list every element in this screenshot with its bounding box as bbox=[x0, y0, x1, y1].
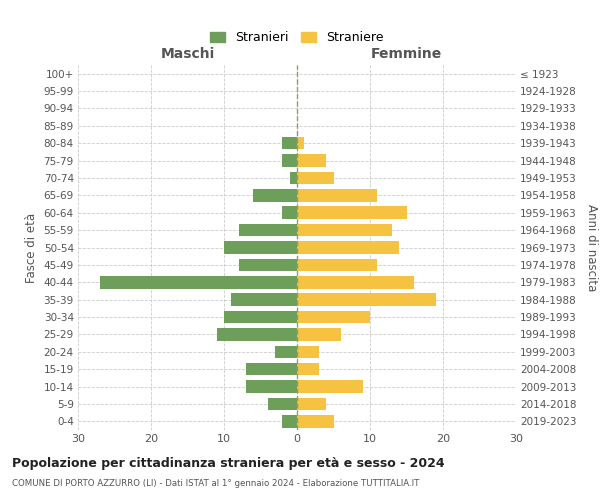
Bar bbox=[239, 224, 297, 236]
Bar bbox=[217, 328, 297, 340]
Bar bbox=[232, 294, 297, 306]
Text: COMUNE DI PORTO AZZURRO (LI) - Dati ISTAT al 1° gennaio 2024 - Elaborazione TUTT: COMUNE DI PORTO AZZURRO (LI) - Dati ISTA… bbox=[12, 479, 419, 488]
Bar bbox=[246, 363, 297, 376]
Bar bbox=[297, 154, 326, 167]
Bar bbox=[297, 415, 334, 428]
Bar bbox=[297, 294, 436, 306]
Bar bbox=[297, 398, 326, 410]
Bar bbox=[239, 258, 297, 271]
Bar bbox=[297, 137, 304, 149]
Bar bbox=[297, 363, 319, 376]
Bar bbox=[297, 172, 334, 184]
Bar bbox=[283, 206, 297, 219]
Bar bbox=[275, 346, 297, 358]
Bar bbox=[297, 346, 319, 358]
Y-axis label: Anni di nascita: Anni di nascita bbox=[585, 204, 598, 291]
Y-axis label: Fasce di età: Fasce di età bbox=[25, 212, 38, 282]
Bar bbox=[246, 380, 297, 393]
Bar bbox=[268, 398, 297, 410]
Bar bbox=[283, 154, 297, 167]
Bar bbox=[297, 241, 399, 254]
Bar bbox=[297, 224, 392, 236]
Bar bbox=[283, 415, 297, 428]
Bar bbox=[283, 137, 297, 149]
Text: Femmine: Femmine bbox=[371, 48, 442, 62]
Legend: Stranieri, Straniere: Stranieri, Straniere bbox=[206, 28, 388, 48]
Bar bbox=[297, 189, 377, 202]
Bar bbox=[100, 276, 297, 288]
Bar bbox=[224, 241, 297, 254]
Bar bbox=[297, 258, 377, 271]
Bar bbox=[253, 189, 297, 202]
Bar bbox=[290, 172, 297, 184]
Text: Popolazione per cittadinanza straniera per età e sesso - 2024: Popolazione per cittadinanza straniera p… bbox=[12, 458, 445, 470]
Bar bbox=[224, 311, 297, 324]
Bar bbox=[297, 206, 407, 219]
Text: Maschi: Maschi bbox=[160, 48, 215, 62]
Bar bbox=[297, 311, 370, 324]
Bar bbox=[297, 380, 362, 393]
Bar bbox=[297, 276, 414, 288]
Bar bbox=[297, 328, 341, 340]
